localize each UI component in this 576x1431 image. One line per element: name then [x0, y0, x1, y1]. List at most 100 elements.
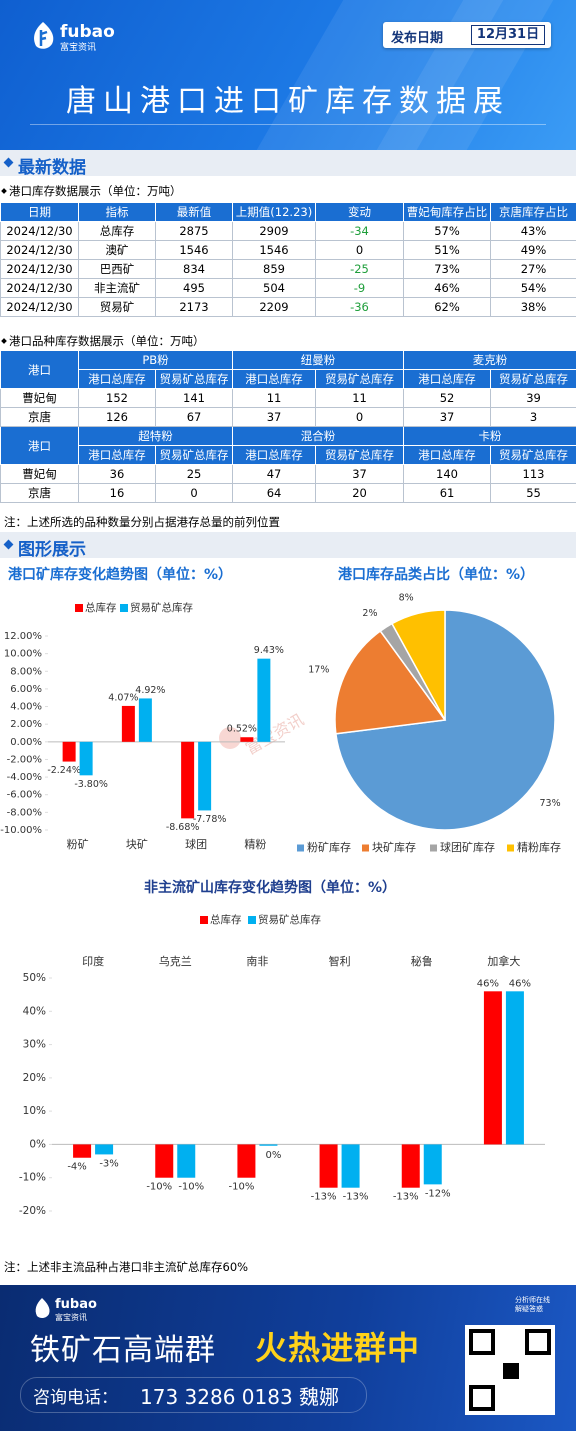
cell: 2024/12/30: [0, 259, 79, 279]
cell: -9: [315, 278, 404, 298]
value-label: 73%: [540, 798, 561, 809]
cell: 152: [78, 388, 156, 408]
cell: 11: [315, 388, 405, 408]
cell: 0: [315, 407, 405, 427]
logo-icon: [34, 22, 54, 49]
chart-title: 港口库存品类占比（单位：%）: [338, 566, 534, 583]
category-label: 球团: [185, 837, 207, 851]
legend-label: 总库存: [210, 913, 242, 926]
cell: 巴西矿: [78, 259, 156, 279]
date: 12月31日: [471, 25, 545, 45]
value-label: 4.92%: [135, 685, 165, 696]
row: 2024/12/30 非主流矿 495 504 -9 46% 54%: [0, 278, 576, 298]
badge: 解疑答惑: [515, 1305, 543, 1313]
cell: 49%: [490, 240, 576, 260]
badge: 分析师在线: [515, 1296, 550, 1304]
header-cell: 京唐库存占比: [490, 202, 576, 222]
cell: 曹妃甸: [0, 388, 79, 408]
bar: [237, 1144, 256, 1178]
bar: [138, 698, 152, 742]
value-label: -10%: [228, 1182, 254, 1193]
cell: 27%: [490, 259, 576, 279]
value-label: -2.24%: [47, 765, 81, 776]
cell: 64: [232, 483, 317, 503]
cell: -36: [315, 297, 404, 317]
value-label: -7.78%: [193, 814, 227, 825]
header-cell: 最新值: [155, 202, 233, 222]
bar: [181, 741, 195, 819]
y-tick-label: -8.00%: [7, 807, 42, 818]
value-label: -13%: [311, 1192, 337, 1203]
legend-label: 贸易矿总库存: [258, 913, 321, 926]
cell: 0: [315, 240, 404, 260]
y-tick-label: -4.00%: [7, 772, 42, 783]
watermark-icon: [219, 727, 241, 749]
legend-swatch: [75, 604, 83, 612]
page-title: 唐山港口进口矿库存数据展: [66, 84, 510, 119]
y-tick-label: -20%: [19, 1205, 46, 1217]
cell: 51%: [403, 240, 491, 260]
variety-table: 港口 PB粉 纽曼粉 麦克粉 港口总库存 贸易矿总库存 港口总库存 贸易矿总库存 港口总库存 贸易…: [0, 350, 576, 503]
value-label: -13%: [393, 1192, 419, 1203]
category-label: 印度: [82, 954, 104, 968]
cell: 2024/12/30: [0, 221, 79, 241]
cell: -34: [315, 221, 404, 241]
cell: 2909: [232, 221, 316, 241]
y-tick-label: 40%: [23, 1005, 46, 1017]
y-tick-label: -10%: [19, 1172, 46, 1184]
chart-title: 港口矿库存变化趋势图（单位：%）: [8, 566, 232, 583]
y-tick-label: 12.00%: [4, 631, 42, 642]
bar: [401, 1144, 420, 1188]
cell: 非主流矿: [78, 278, 156, 298]
legend-label: 粉矿库存: [307, 840, 351, 854]
bar: [319, 1144, 338, 1188]
cell: 36: [78, 464, 156, 484]
header-cell: 贸易矿总库存: [315, 369, 405, 389]
cell: 25: [154, 464, 234, 484]
bar: [259, 1144, 278, 1146]
cell: 0: [154, 483, 234, 503]
header-cell: PB粉: [77, 350, 234, 370]
header-cell: 纽曼粉: [232, 350, 405, 370]
row: 港口总库存 贸易矿总库存 港口总库存 贸易矿总库存 港口总库存 贸易矿总库存: [1, 445, 576, 465]
header-cell: 日期: [0, 202, 79, 222]
row: 港口总库存 贸易矿总库存 港口总库存 贸易矿总库存 港口总库存 贸易矿总库存: [1, 369, 576, 389]
value-label: 46%: [477, 978, 499, 989]
cell: 1546: [155, 240, 233, 260]
row: 曹妃甸 36 25 47 37 140 113: [0, 464, 576, 484]
y-tick-label: 30%: [23, 1039, 46, 1051]
header-cell: 贸易矿总库存: [315, 445, 405, 465]
bar: [198, 741, 212, 811]
y-tick-label: 0%: [29, 1138, 46, 1150]
legend-swatch: [362, 844, 369, 852]
y-tick-label: -6.00%: [7, 790, 42, 801]
cell: 52: [403, 388, 492, 408]
category-label: 秘鲁: [411, 954, 433, 968]
row: 2024/12/30 贸易矿 2173 2209 -36 62% 38%: [0, 297, 576, 317]
logo-icon: [35, 1298, 50, 1319]
value-label: -13%: [343, 1192, 369, 1203]
header-cell: 港口总库存: [403, 445, 492, 465]
cell: 京唐: [0, 407, 79, 427]
phone-label: 咨询电话：: [33, 1388, 118, 1408]
cell: 澳矿: [78, 240, 156, 260]
cell: 京唐: [0, 483, 79, 503]
legend-label: 总库存: [85, 601, 117, 614]
header-cell: 上期值(12.23): [232, 202, 316, 222]
row: 2024/12/30 巴西矿 834 859 -25 73% 27%: [0, 259, 576, 279]
header-cell: 超特粉: [77, 426, 234, 446]
value-label: 9.43%: [254, 645, 284, 656]
pie-slice: [334, 629, 447, 735]
value-label: -8.68%: [166, 822, 200, 833]
bar: [177, 1144, 196, 1178]
y-tick-label: 8.00%: [10, 666, 42, 677]
value-label: 0%: [265, 1150, 281, 1161]
bar: [73, 1144, 92, 1158]
legend-swatch: [248, 916, 256, 924]
value-label: 8%: [399, 592, 414, 603]
value-label: -3.80%: [74, 779, 108, 790]
cell: 46%: [403, 278, 491, 298]
bar: [483, 991, 502, 1145]
cell: 504: [232, 278, 316, 298]
header-cell: 混合粉: [232, 426, 405, 446]
